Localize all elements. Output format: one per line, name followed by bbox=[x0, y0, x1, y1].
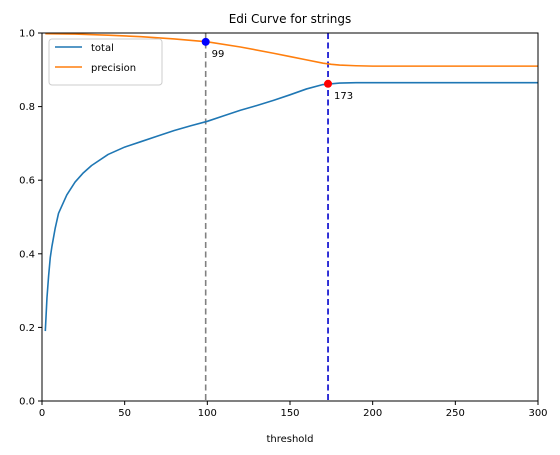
y-tick-label: 0.4 bbox=[19, 249, 35, 260]
chart-title: Edi Curve for strings bbox=[229, 12, 352, 26]
marker-layer: 99 173 bbox=[201, 37, 353, 102]
y-tick-label: 0.0 bbox=[19, 397, 35, 408]
point-label: 99 bbox=[212, 49, 225, 60]
x-tick-label: 150 bbox=[280, 408, 299, 419]
legend-items: total precision bbox=[55, 43, 136, 74]
y-tick-label: 1.0 bbox=[19, 29, 35, 40]
x-tick-label: 50 bbox=[118, 408, 131, 419]
y-tick-label: 0.8 bbox=[19, 102, 35, 113]
tick-layer: 0 50 100 150 200 250 300 0.0 0.2 0.4 0.6 0.8 1.0 bbox=[19, 29, 547, 420]
series-line-total bbox=[44, 81, 538, 332]
x-tick-label: 200 bbox=[363, 408, 382, 419]
series-layer bbox=[44, 32, 538, 401]
x-tick-label: 100 bbox=[198, 408, 217, 419]
series-line-precision bbox=[45, 32, 538, 67]
x-tick-label: 0 bbox=[39, 408, 45, 419]
highlight-point bbox=[201, 37, 210, 46]
legend-box bbox=[48, 38, 163, 86]
x-tick-label: 300 bbox=[528, 408, 547, 419]
x-tick-label: 250 bbox=[446, 408, 465, 419]
legend-label-total: total bbox=[91, 43, 114, 54]
y-tick-label: 0.2 bbox=[19, 323, 35, 334]
x-axis-title: threshold bbox=[266, 434, 313, 445]
legend: total precision bbox=[48, 38, 163, 86]
point-label: 173 bbox=[334, 91, 353, 102]
y-tick-label: 0.6 bbox=[19, 176, 35, 187]
legend-label-precision: precision bbox=[91, 63, 136, 74]
highlight-point bbox=[324, 79, 333, 88]
plot-frame bbox=[41, 32, 539, 402]
